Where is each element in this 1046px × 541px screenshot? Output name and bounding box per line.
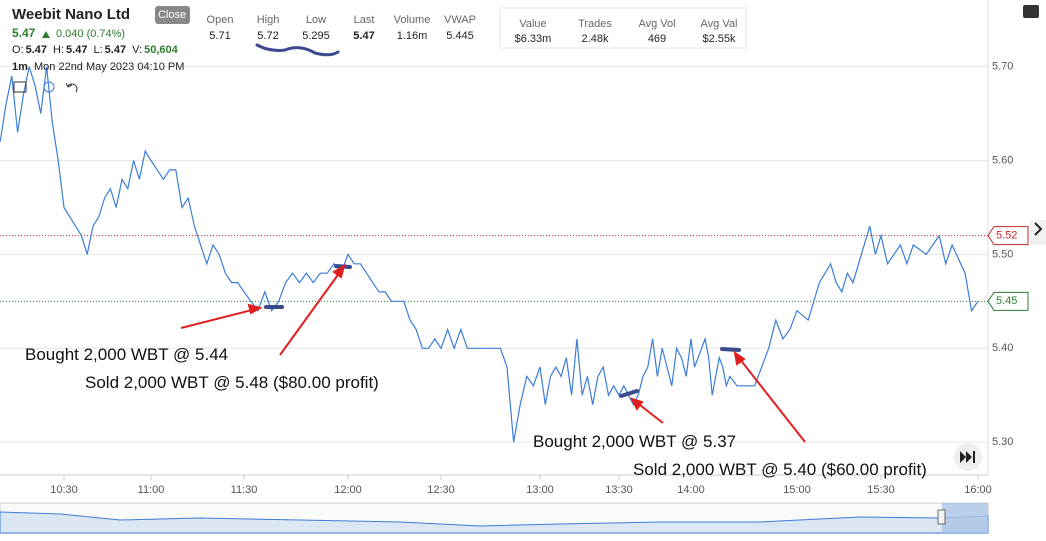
price: 5.47 [12, 26, 36, 40]
stat-value: $6.33m [515, 33, 552, 45]
close-button[interactable] [155, 6, 190, 24]
arrow [180, 308, 257, 329]
ohlc-value: 5.47 [66, 44, 87, 56]
toolbox-icon[interactable] [1023, 5, 1039, 18]
ohlc-value: 50,604 [144, 44, 179, 56]
x-tick-label: 10:30 [50, 484, 78, 496]
download-icon[interactable] [13, 81, 27, 93]
ohlc-label: V: [132, 44, 142, 56]
scribble [720, 347, 741, 352]
x-tick-label: 11:00 [138, 484, 165, 496]
stat-label: Open [207, 14, 234, 26]
stat-label: Avg Val [701, 18, 738, 30]
arrow-head [630, 397, 644, 411]
scribble [619, 389, 639, 398]
plot [0, 66, 979, 443]
scroll-end-icon[interactable] [960, 451, 975, 463]
datetime: Mon 22nd May 2023 04:10 PM [34, 61, 184, 73]
interval: 1m [12, 61, 28, 73]
x-tick-label: 15:30 [867, 484, 895, 496]
x-tick-label: 13:30 [605, 484, 633, 496]
stat-label: VWAP [444, 14, 476, 26]
grid [0, 66, 988, 443]
ohlc-label: L: [93, 44, 102, 56]
y-tick-label: 5.40 [992, 342, 1013, 354]
price-line-series [0, 66, 979, 443]
stat-label: Avg Vol [638, 18, 675, 30]
x-tick-label: 12:00 [334, 484, 362, 496]
stat-value: 5.295 [302, 30, 330, 42]
stat-label: Value [519, 18, 546, 30]
stat-label: High [257, 14, 280, 26]
annotation: Sold 2,000 WBT @ 5.48 ($80.00 profit) [85, 373, 379, 392]
scribble [255, 43, 340, 57]
stat-value: $2.55k [702, 33, 736, 45]
ohlc-label: O: [12, 44, 24, 56]
y-tick-label: 5.60 [992, 154, 1013, 166]
company: Weebit Nano Ltd [12, 6, 130, 23]
y-tick-label: 5.30 [992, 436, 1013, 448]
annotation: Sold 2,000 WBT @ 5.40 ($60.00 profit) [633, 460, 927, 479]
stat-value: 5.47 [353, 30, 374, 42]
arrow [279, 271, 341, 356]
x-tick-label: 15:00 [783, 484, 811, 496]
stat-label: Trades [578, 18, 612, 30]
arrow-head [247, 303, 263, 315]
x-tick-label: 12:30 [427, 484, 455, 496]
x-tick-label: 14:00 [677, 484, 705, 496]
stat-value: 2.48k [582, 33, 609, 45]
price-tag-label: 5.45 [996, 295, 1017, 307]
annotation: Bought 2,000 WBT @ 5.44 [25, 345, 228, 364]
arrows [180, 263, 806, 443]
arrow-head [332, 263, 346, 279]
stat-value: 5.445 [446, 30, 474, 42]
ohlc-value: 5.47 [26, 44, 47, 56]
info-icon[interactable] [43, 81, 55, 93]
close-label[interactable]: Close [158, 9, 186, 21]
x-tick-label: 16:00 [964, 484, 992, 496]
undo-icon[interactable] [65, 82, 78, 93]
price-tag [987, 226, 1029, 246]
arrow [738, 357, 806, 443]
y-tick-label: 5.70 [992, 61, 1013, 73]
ohlc-label: H: [53, 44, 64, 56]
arrow-head [733, 350, 746, 366]
navigator-handle[interactable] [937, 509, 946, 525]
stats: Open 5.71 High 5.72 Low 5.295 Last 5.47 Volume 1.… [207, 14, 738, 45]
up-arrow [42, 31, 50, 38]
stats-box [499, 7, 747, 49]
stat-value: 5.72 [257, 30, 278, 42]
stat-value: 1.16m [397, 30, 428, 42]
x-tick-label: 13:00 [526, 484, 554, 496]
change: 0.040 (0.74%) [56, 28, 125, 40]
ohlc-value: 5.47 [105, 44, 126, 56]
stat-label: Last [354, 14, 375, 26]
navigator-window[interactable] [942, 503, 988, 533]
y-tick-label: 5.50 [992, 248, 1013, 260]
ohlc: O: 5.47 H: 5.47 L: 5.47 V: 50,604 [12, 44, 179, 56]
stat-label: Low [306, 14, 326, 26]
price-tag [987, 291, 1029, 311]
x-tick-label: 11:30 [231, 484, 258, 496]
stat-value: 469 [648, 33, 666, 45]
annotation: Bought 2,000 WBT @ 5.37 [533, 432, 736, 451]
stat-value: 5.71 [209, 30, 230, 42]
price-tag-label: 5.52 [996, 230, 1017, 242]
side-arrow[interactable] [1034, 222, 1043, 236]
stat-label: Volume [394, 14, 431, 26]
